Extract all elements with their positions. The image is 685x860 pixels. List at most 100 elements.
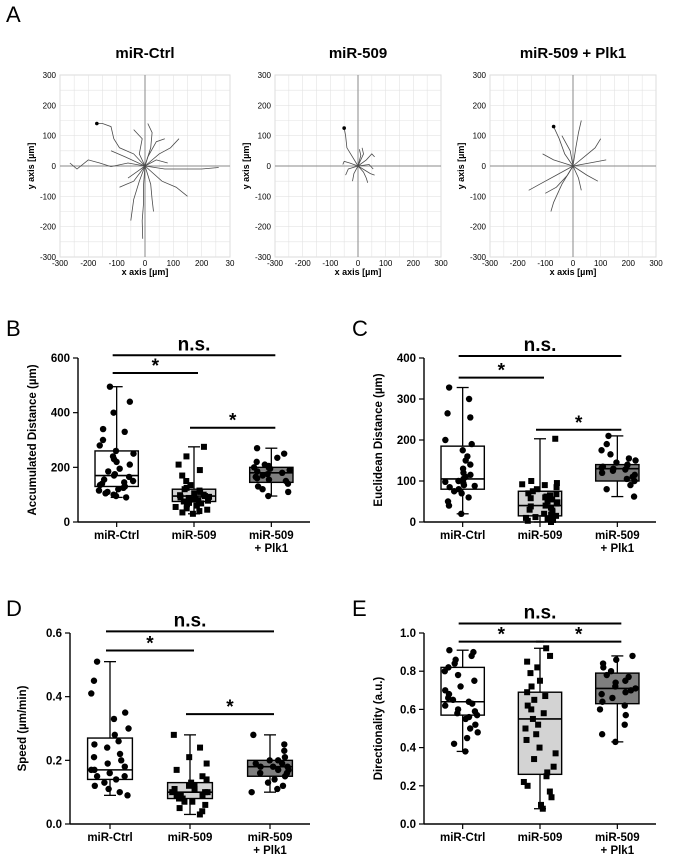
data-point (125, 473, 133, 481)
data-point (102, 490, 109, 497)
data-point (612, 683, 619, 690)
data-point (274, 454, 281, 461)
data-point (553, 480, 560, 487)
migration-track (357, 149, 362, 167)
migration-track (133, 129, 146, 167)
data-point (183, 478, 190, 484)
migration-track (352, 165, 359, 182)
data-point (88, 690, 95, 697)
data-point (126, 461, 133, 468)
x-tick-label: 300 (649, 259, 663, 268)
data-point (532, 514, 539, 521)
significance-label: * (152, 356, 160, 377)
data-point (621, 702, 628, 709)
panel-letter-c: C (352, 316, 368, 341)
data-point (179, 472, 186, 479)
data-point (526, 506, 533, 513)
data-point (474, 729, 481, 736)
data-point (200, 443, 207, 450)
data-point (96, 481, 104, 489)
y-tick-label: 0.4 (400, 743, 417, 755)
data-point (110, 715, 118, 723)
data-point (115, 738, 122, 745)
data-point (441, 668, 448, 675)
data-point (112, 447, 120, 455)
x-tick-label: miR-Ctrl (440, 530, 485, 542)
track-plot-mir509: miR-509 -300 -200 -100 0 100 200 300 300 200 100 0 -… (241, 45, 448, 277)
x-tick-label: -300 (267, 259, 284, 268)
data-point (540, 710, 547, 717)
data-point (90, 677, 98, 684)
significance-label: n.s. (178, 334, 211, 355)
data-point (126, 398, 134, 405)
data-point (179, 795, 186, 802)
data-point (546, 788, 553, 795)
data-point (284, 480, 292, 487)
boxplot-panel-d: 0.0 0.2 0.4 0.6 Speed (µm/min) miR-Ctrl miR-50… (17, 610, 310, 857)
data-point (130, 450, 137, 457)
data-point (598, 690, 605, 698)
data-point (609, 467, 617, 474)
data-point (99, 436, 107, 444)
boxplot-panel-c: 0 100 200 300 400 Euclidean Distance (µm) miR-… (373, 335, 656, 555)
data-point (542, 502, 549, 509)
migration-track (110, 150, 146, 167)
x-tick-label: 200 (407, 259, 421, 268)
data-point (598, 464, 605, 472)
data-point (465, 494, 472, 501)
data-point (454, 671, 462, 679)
data-point (528, 478, 535, 484)
y-tick-label: -300 (40, 253, 57, 262)
x-tick-label: 100 (379, 259, 393, 268)
data-point (177, 494, 184, 501)
y-tick-label: -100 (255, 192, 272, 201)
data-point (105, 785, 112, 793)
panel-letter-e: E (352, 596, 367, 621)
y-tick-label: 0 (52, 162, 57, 171)
data-point (96, 442, 103, 449)
data-point (250, 731, 257, 739)
data-point (552, 435, 559, 442)
panel-letter-d: D (6, 596, 22, 621)
data-point (462, 457, 469, 464)
y-axis-label: y axis [µm] (241, 143, 251, 190)
y-tick-label: 0.0 (400, 819, 416, 831)
data-point (546, 492, 553, 499)
data-point (253, 475, 261, 482)
y-tick-label: -300 (255, 253, 272, 262)
migration-track (357, 165, 375, 176)
data-point (442, 436, 449, 444)
migration-track (345, 165, 359, 176)
data-point (183, 501, 190, 508)
boxplot-panel-b: 0 200 400 600 Accumulated Distance (µm) miR-C… (27, 334, 310, 555)
data-point (197, 744, 204, 751)
migration-track (357, 165, 369, 183)
data-point (256, 769, 264, 777)
data-point (524, 517, 531, 524)
data-point (254, 468, 261, 475)
x-tick-label: -300 (52, 259, 69, 268)
data-point (528, 706, 535, 713)
x-tick-label: -100 (109, 259, 126, 268)
data-point (539, 805, 546, 812)
data-point (467, 461, 474, 468)
data-point (187, 482, 194, 489)
data-point (259, 472, 266, 479)
y-axis-label: Euclidean Distance (µm) (373, 373, 385, 506)
migration-track (542, 153, 574, 167)
track-plot-title: miR-Ctrl (115, 45, 174, 62)
data-point (632, 457, 639, 464)
data-point (199, 808, 206, 815)
data-point (613, 459, 620, 466)
migration-track (357, 153, 375, 167)
y-tick-label: 1.0 (400, 628, 416, 640)
y-tick-label: 400 (51, 408, 70, 420)
data-point (465, 395, 473, 403)
x-axis-label: x axis [µm] (550, 267, 597, 277)
data-point (266, 465, 274, 472)
data-point (189, 798, 196, 805)
y-tick-label: 200 (473, 101, 487, 110)
data-point (281, 747, 288, 754)
data-point (607, 668, 615, 675)
data-point (527, 670, 534, 677)
